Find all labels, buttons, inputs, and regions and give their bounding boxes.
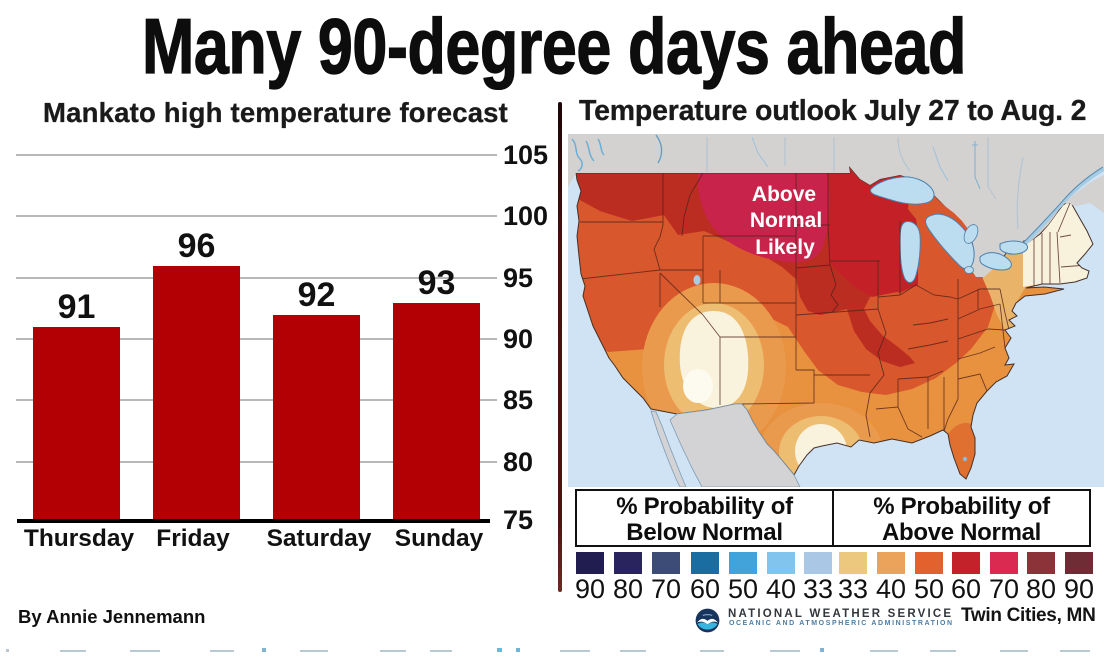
- svg-text:Likely: Likely: [755, 236, 815, 259]
- svg-text:Normal: Normal: [750, 209, 822, 232]
- svg-text:Above: Above: [752, 183, 816, 206]
